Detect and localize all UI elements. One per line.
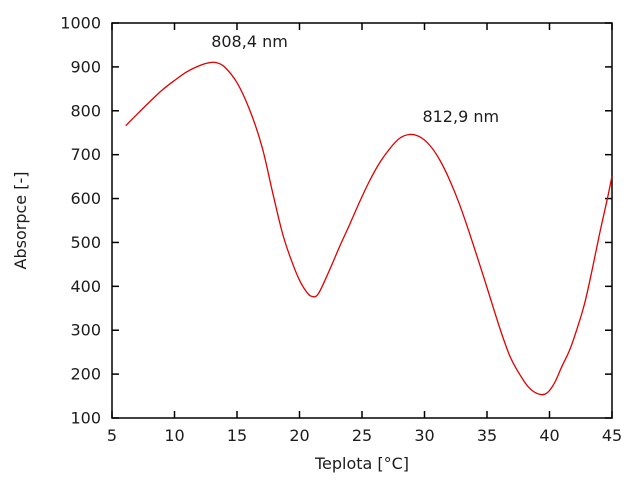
x-tick-label: 20 xyxy=(289,426,309,445)
x-tick-label: 10 xyxy=(164,426,184,445)
y-tick-label: 700 xyxy=(70,145,101,164)
y-tick-label: 100 xyxy=(70,409,101,428)
x-tick-label: 25 xyxy=(352,426,372,445)
annotation-peak1: 808,4 nm xyxy=(211,32,288,51)
y-tick-label: 300 xyxy=(70,321,101,340)
data-curve xyxy=(125,61,613,396)
axis-ticks xyxy=(111,22,613,419)
y-tick-label: 900 xyxy=(70,57,101,76)
x-tick-label: 15 xyxy=(227,426,247,445)
y-tick-label: 500 xyxy=(70,233,101,252)
y-tick-labels: 100 200 300 400 500 600 700 800 900 1000 xyxy=(60,14,101,428)
x-tick-label: 5 xyxy=(107,426,117,445)
x-tick-label: 45 xyxy=(602,426,622,445)
annotation-peak2: 812,9 nm xyxy=(422,107,499,126)
y-tick-label: 600 xyxy=(70,189,101,208)
y-axis-title: Absorpce [-] xyxy=(11,172,30,270)
plot-border xyxy=(111,22,613,419)
y-tick-label: 200 xyxy=(70,365,101,384)
x-tick-labels: 5 10 15 20 25 30 35 40 45 xyxy=(107,426,622,445)
x-tick-label: 35 xyxy=(477,426,497,445)
y-tick-label: 1000 xyxy=(60,14,101,33)
plot-frame xyxy=(111,22,613,419)
x-tick-label: 30 xyxy=(414,426,434,445)
y-tick-label: 400 xyxy=(70,277,101,296)
y-tick-label: 800 xyxy=(70,101,101,120)
x-axis-title: Teplota [°C] xyxy=(314,454,409,473)
x-tick-label: 40 xyxy=(539,426,559,445)
